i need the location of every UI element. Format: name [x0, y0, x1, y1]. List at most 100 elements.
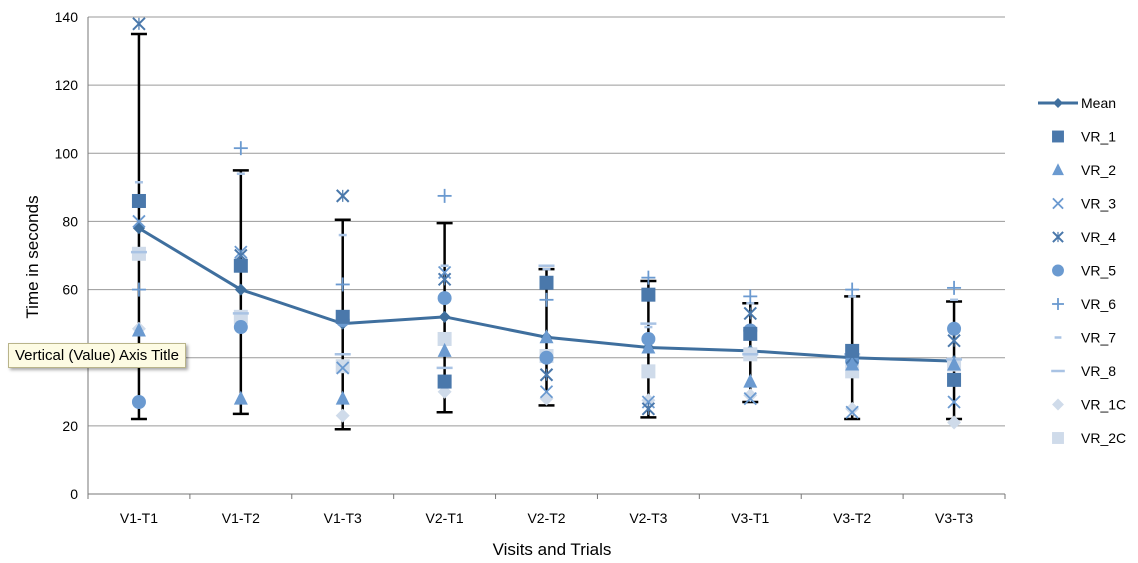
legend-label-vr_7: VR_7: [1081, 330, 1116, 346]
legend: Mean VR_1 VR_2 VR_3 VR_4 VR_5 VR_6 VR_7 VR_8 VR_1…: [1038, 95, 1126, 446]
legend-label-vr_5: VR_5: [1081, 263, 1116, 279]
point-vr_3-v3-t1: [743, 391, 757, 406]
point-vr_4-v1-t3: [336, 189, 350, 203]
legend-label-vr_2c: VR_2C: [1081, 430, 1126, 446]
point-vr_5-v2-t2: [539, 350, 554, 365]
point-vr_1-v2-t3: [641, 287, 656, 302]
point-vr_6-v3-t1: [743, 289, 758, 304]
point-vr_2-v1-t3: [335, 390, 350, 405]
legend-marker-vr_1c: [1052, 398, 1064, 411]
legend-label-mean: Mean: [1081, 95, 1116, 111]
point-vr_6-v2-t3: [641, 270, 656, 285]
point-vr_4-v3-t3: [947, 333, 961, 348]
legend-marker-vr_2c: [1052, 432, 1064, 444]
point-vr_2-v2-t1: [437, 342, 452, 357]
point-vr_3-v3-t2: [845, 405, 859, 419]
point-vr_6-v2-t1: [437, 188, 452, 203]
y-tick-label-0: 0: [70, 486, 78, 502]
x-tick-label-V3-T3: V3-T3: [935, 510, 973, 526]
x-tick-label-V1-T1: V1-T1: [120, 510, 158, 526]
legend-marker-vr_5: [1052, 264, 1064, 277]
point-vr_4-v2-t2: [539, 368, 554, 382]
point-vr_3-v2-t2: [539, 385, 554, 399]
point-vr_1c-v3-t3: [947, 415, 962, 430]
point-vr_1c-v2-t2: [539, 391, 554, 406]
legend-marker-vr_3: [1052, 197, 1064, 210]
point-vr_2-v2-t3: [641, 339, 656, 354]
point-vr_1c-v1-t3: [335, 408, 350, 423]
point-vr_3-v1-t3: [336, 361, 350, 375]
legend-label-vr_3: VR_3: [1081, 196, 1116, 212]
legend-marker-vr_6: [1052, 298, 1064, 310]
x-tick-label-V2-T1: V2-T1: [426, 510, 464, 526]
y-tick-label-140: 140: [55, 9, 79, 25]
x-tick-label-V3-T1: V3-T1: [731, 510, 769, 526]
legend-label-vr_2: VR_2: [1081, 162, 1116, 178]
y-tick-label-80: 80: [62, 213, 78, 229]
point-vr_2-v3-t1: [743, 373, 758, 388]
legend-label-vr_4: VR_4: [1081, 229, 1116, 245]
x-tick-label-V2-T3: V2-T3: [629, 510, 667, 526]
point-vr_1-v3-t2: [845, 343, 860, 358]
point-vr_3-v1-t1-stroke: [132, 214, 146, 229]
x-tick-label-V3-T2: V3-T2: [833, 510, 871, 526]
point-vr_5-v1-t1: [131, 395, 146, 410]
point-vr_4-v2-t3: [641, 402, 656, 416]
legend-marker-vr_4: [1052, 231, 1064, 243]
point-vr_5-v3-t3: [947, 321, 962, 336]
legend-marker-vr_3-stroke: [1052, 197, 1064, 210]
point-vr_3-v3-t1-stroke: [743, 391, 757, 406]
legend-label-vr_8: VR_8: [1081, 363, 1116, 379]
legend-marker-vr_1: [1052, 130, 1064, 143]
point-vr_2c-v2-t1: [437, 331, 452, 346]
point-vr_3-v1-t1: [132, 214, 146, 229]
point-vr_5-v2-t3: [641, 331, 656, 346]
legend-label-vr_1c: VR_1C: [1081, 397, 1126, 413]
point-vr_6-v3-t3: [947, 280, 962, 295]
point-vr_5-v2-t1: [437, 291, 452, 306]
point-vr_3-v1-t3-stroke: [336, 361, 350, 375]
x-tick-label-V1-T3: V1-T3: [324, 510, 362, 526]
axis-title-tooltip: Vertical (Value) Axis Title: [8, 343, 186, 368]
point-vr_2c-v1-t1: [131, 246, 146, 261]
point-vr_1-v1-t2: [233, 258, 248, 273]
x-tick-label-V2-T2: V2-T2: [527, 510, 565, 526]
legend-label-vr_6: VR_6: [1081, 296, 1116, 312]
point-vr_1-v1-t1: [131, 193, 146, 208]
x-tick-label-V1-T2: V1-T2: [222, 510, 260, 526]
mean-point-v2-t1: [438, 310, 451, 323]
y-tick-label-20: 20: [62, 418, 78, 434]
y-tick-label-100: 100: [55, 145, 79, 161]
point-vr_3-v3-t3: [947, 395, 961, 409]
y-tick-label-60: 60: [62, 282, 78, 298]
point-vr_2-v2-t2: [539, 329, 554, 344]
legend-marker-vr_2: [1052, 163, 1064, 176]
mean-point-v1-t2: [234, 283, 247, 296]
point-vr_1-v3-t1: [743, 326, 758, 341]
point-vr_6-v1-t1: [131, 282, 146, 297]
point-vr_2-v1-t1: [131, 322, 146, 337]
point-vr_1-v1-t3: [335, 309, 350, 324]
point-vr_5-v1-t2: [233, 320, 248, 335]
legend-label-vr_1: VR_1: [1081, 129, 1116, 145]
point-vr_1-v2-t2: [539, 275, 554, 290]
point-vr_2-v3-t3: [947, 356, 962, 371]
point-vr_3-v2-t2-stroke: [539, 385, 554, 399]
point-vr_3-v3-t2-stroke: [845, 405, 859, 419]
point-vr_4-v2-t1: [437, 272, 452, 287]
axes: 020406080100120140V1-T1V1-T2V1-T3V2-T1V2…: [55, 9, 1006, 526]
y-axis-title[interactable]: Time in seconds: [23, 195, 42, 318]
point-vr_6-v1-t2: [233, 141, 248, 156]
point-vr_6-v2-t2: [539, 292, 554, 307]
point-vr_2c-v2-t3: [641, 364, 656, 379]
point-vr_4-v3-t1: [743, 306, 757, 321]
point-vr_6-v3-t2: [845, 282, 860, 297]
point-vr_4-v1-t1: [132, 17, 146, 31]
point-vr_2-v1-t2: [233, 390, 248, 405]
point-vr_2-v3-t2: [845, 356, 860, 371]
point-vr_1-v2-t1: [437, 374, 452, 389]
legend-mean-marker: [1053, 98, 1063, 108]
point-vr_2c-v1-t3: [335, 359, 350, 374]
x-axis-title[interactable]: Visits and Trials: [493, 540, 612, 559]
point-vr_1c-v2-t3: [641, 393, 656, 408]
